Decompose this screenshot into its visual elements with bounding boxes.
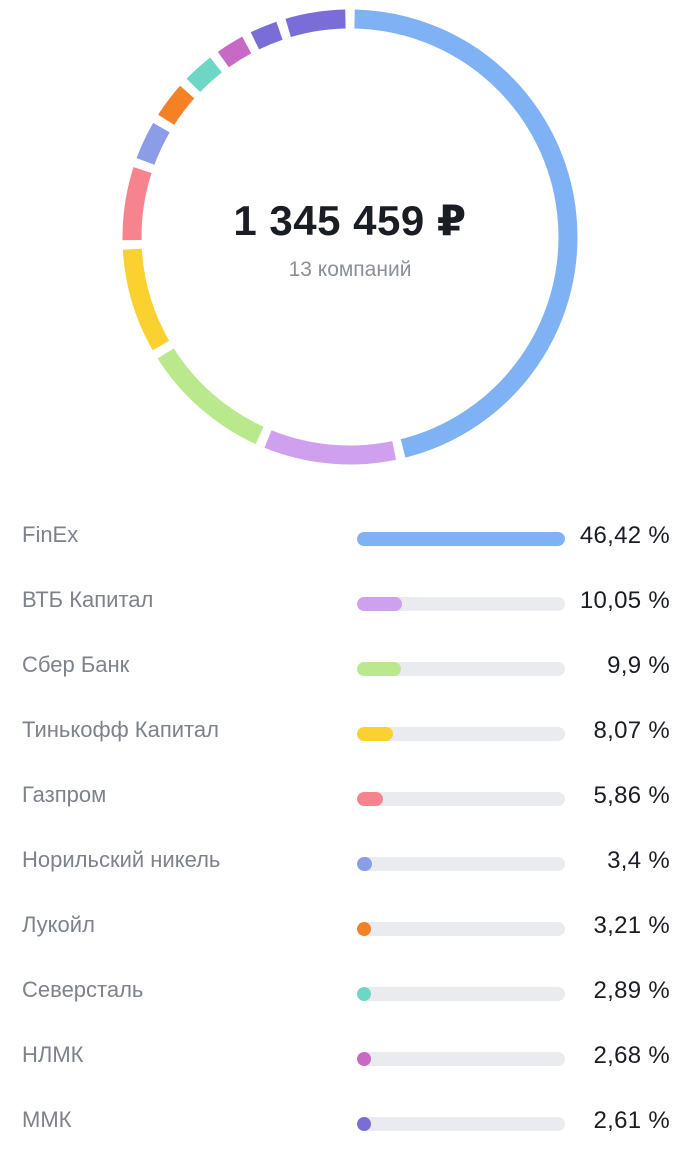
share-percent: 10,05 % <box>579 587 670 614</box>
share-percent: 3,21 % <box>593 912 670 939</box>
share-bar-track <box>357 727 565 741</box>
legend-row: Тинькофф Капитал 8,07 % <box>0 699 700 764</box>
share-bar-fill <box>357 922 372 936</box>
share-bar-track <box>357 792 565 806</box>
portfolio-donut-chart: 1 345 459 ₽ 13 компаний <box>110 0 590 474</box>
share-bar-fill <box>357 792 384 806</box>
company-name: Газпром <box>22 782 107 807</box>
donut-segment-8 <box>186 57 222 93</box>
share-bar-fill <box>357 1052 371 1066</box>
legend-row: FinEx 46,42 % <box>0 504 700 569</box>
donut-segment-1 <box>354 9 578 458</box>
share-bar-fill <box>357 1117 371 1131</box>
share-percent: 8,07 % <box>593 717 670 744</box>
company-name: НЛМК <box>22 1042 84 1067</box>
legend-row: Норильский никель 3,4 % <box>0 829 700 894</box>
company-name: Норильский никель <box>22 847 221 872</box>
company-name: Тинькофф Капитал <box>22 717 219 742</box>
company-name: ММК <box>22 1107 72 1132</box>
company-name: Сбер Банк <box>22 652 130 677</box>
share-percent: 9,9 % <box>607 652 670 679</box>
share-percent: 46,42 % <box>579 522 670 549</box>
donut-segment-2 <box>264 430 397 465</box>
share-bar-track <box>357 532 565 546</box>
share-percent: 5,86 % <box>593 782 670 809</box>
legend-row: Сбер Банк 9,9 % <box>0 634 700 699</box>
share-bar-track <box>357 987 565 1001</box>
share-bar-fill <box>357 662 402 676</box>
donut-segment-7 <box>158 85 195 126</box>
donut-chart-svg <box>122 9 578 465</box>
share-bar-track <box>357 1117 565 1131</box>
donut-segment-5 <box>122 167 152 241</box>
share-bar-track <box>357 1052 565 1066</box>
donut-segment-3 <box>157 348 264 445</box>
donut-segment-4 <box>122 248 170 351</box>
company-name: Лукойл <box>22 912 95 937</box>
share-bar-track <box>357 857 565 871</box>
donut-segment-11 <box>285 9 346 38</box>
share-bar-fill <box>357 727 394 741</box>
legend-row: ВТБ Капитал 10,05 % <box>0 569 700 634</box>
donut-segment-10 <box>250 21 283 50</box>
portfolio-total-value: 1 345 459 ₽ <box>233 197 467 244</box>
share-percent: 3,4 % <box>607 847 670 874</box>
legend-row: Северсталь 2,89 % <box>0 959 700 1024</box>
share-percent: 2,89 % <box>593 977 670 1004</box>
company-name: Северсталь <box>22 977 144 1002</box>
company-name: FinEx <box>22 522 79 547</box>
share-bar-track <box>357 597 565 611</box>
legend-row: ММК 2,61 % <box>0 1089 700 1154</box>
share-bar-fill <box>357 532 565 546</box>
companies-count: 13 компаний <box>288 258 412 281</box>
share-bar-fill <box>357 987 371 1001</box>
legend-row: Лукойл 3,21 % <box>0 894 700 959</box>
legend-row: НЛМК 2,68 % <box>0 1024 700 1089</box>
share-percent: 2,68 % <box>593 1042 670 1069</box>
donut-segment-6 <box>136 122 170 165</box>
allocation-legend: FinEx 46,42 % ВТБ Капитал 10,05 % Сбер Банк 9… <box>0 504 700 1154</box>
share-bar-fill <box>357 857 373 871</box>
share-bar-fill <box>357 597 403 611</box>
donut-segment-9 <box>217 36 252 68</box>
share-bar-track <box>357 922 565 936</box>
share-percent: 2,61 % <box>593 1107 670 1134</box>
company-name: ВТБ Капитал <box>22 587 154 612</box>
legend-row: Газпром 5,86 % <box>0 764 700 829</box>
share-bar-track <box>357 662 565 676</box>
